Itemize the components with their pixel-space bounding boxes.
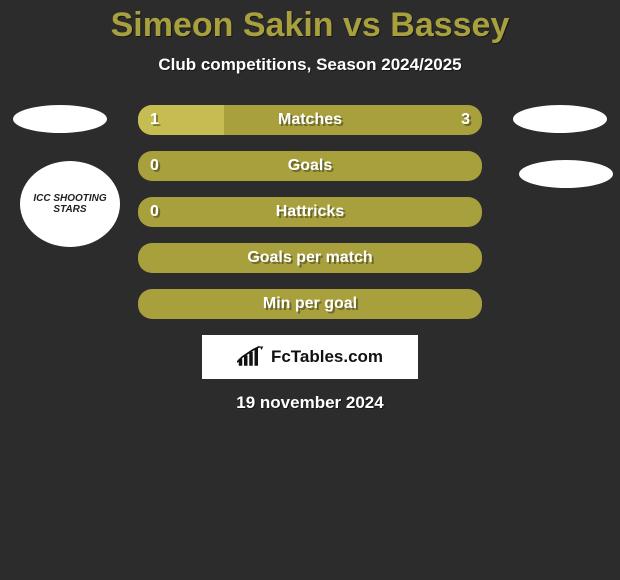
stat-label: Matches	[138, 105, 482, 135]
subtitle: Club competitions, Season 2024/2025	[0, 55, 620, 75]
stat-label: Goals	[138, 151, 482, 181]
stat-label: Hattricks	[138, 197, 482, 227]
player-left-icon	[13, 105, 107, 133]
stat-bar: Goals0	[138, 151, 482, 181]
date-text: 19 november 2024	[0, 393, 620, 413]
team-left-badge: ICC SHOOTING STARS	[20, 161, 120, 247]
stat-value-right: 3	[461, 105, 470, 135]
stat-value-left: 1	[150, 105, 159, 135]
chart-icon	[237, 346, 265, 368]
team-right-badge	[519, 160, 613, 188]
brand-badge: FcTables.com	[202, 335, 418, 379]
player-right-icon	[513, 105, 607, 133]
stat-label: Min per goal	[138, 289, 482, 319]
page-title: Simeon Sakin vs Bassey	[0, 0, 620, 45]
comparison-panel: ICC SHOOTING STARS Matches13Goals0Hattri…	[0, 105, 620, 413]
stat-bars: Matches13Goals0Hattricks0Goals per match…	[138, 105, 482, 319]
stat-bar: Goals per match	[138, 243, 482, 273]
stat-label: Goals per match	[138, 243, 482, 273]
stat-bar: Hattricks0	[138, 197, 482, 227]
stat-value-left: 0	[150, 151, 159, 181]
stat-bar: Matches1 3	[138, 105, 482, 135]
brand-text: FcTables.com	[271, 347, 383, 367]
stat-value-left: 0	[150, 197, 159, 227]
stat-bar: Min per goal	[138, 289, 482, 319]
